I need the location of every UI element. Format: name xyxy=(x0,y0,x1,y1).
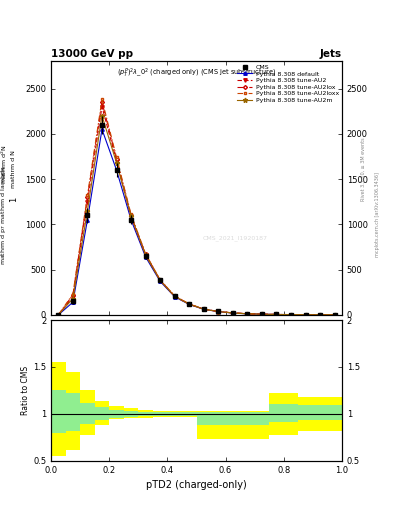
Text: mcplots.cern.ch [arXiv:1306.3436]: mcplots.cern.ch [arXiv:1306.3436] xyxy=(375,173,380,258)
Text: Jets: Jets xyxy=(320,49,342,59)
Text: CMS_2021_I1920187: CMS_2021_I1920187 xyxy=(202,235,267,241)
X-axis label: pTD2 (charged-only): pTD2 (charged-only) xyxy=(146,480,247,490)
Text: Rivet 3.1.10, ≥ 3M events: Rivet 3.1.10, ≥ 3M events xyxy=(361,137,366,201)
Y-axis label: Ratio to CMS: Ratio to CMS xyxy=(21,366,30,415)
Text: $(p_T^P)^2\lambda\_0^2$ (charged only) (CMS jet substructure): $(p_T^P)^2\lambda\_0^2$ (charged only) (… xyxy=(117,67,276,80)
Text: mathrm d p$_T$ mathrm d lambda: mathrm d p$_T$ mathrm d lambda xyxy=(0,165,8,265)
Text: mathrm d N: mathrm d N xyxy=(11,150,16,188)
Legend: CMS, Pythia 8.308 default, Pythia 8.308 tune-AU2, Pythia 8.308 tune-AU2lox, Pyth: CMS, Pythia 8.308 default, Pythia 8.308 … xyxy=(237,65,339,103)
Text: 1: 1 xyxy=(9,197,18,202)
Text: mathrm d$^2$N: mathrm d$^2$N xyxy=(0,144,9,184)
Text: 13000 GeV pp: 13000 GeV pp xyxy=(51,49,133,59)
